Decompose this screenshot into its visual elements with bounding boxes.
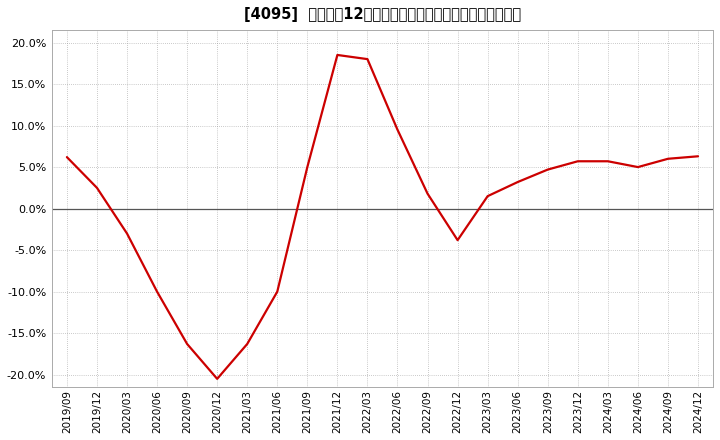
Title: [4095]  売上高の12か月移動合計の対前年同期増減率の推移: [4095] 売上高の12か月移動合計の対前年同期増減率の推移 [244, 7, 521, 22]
